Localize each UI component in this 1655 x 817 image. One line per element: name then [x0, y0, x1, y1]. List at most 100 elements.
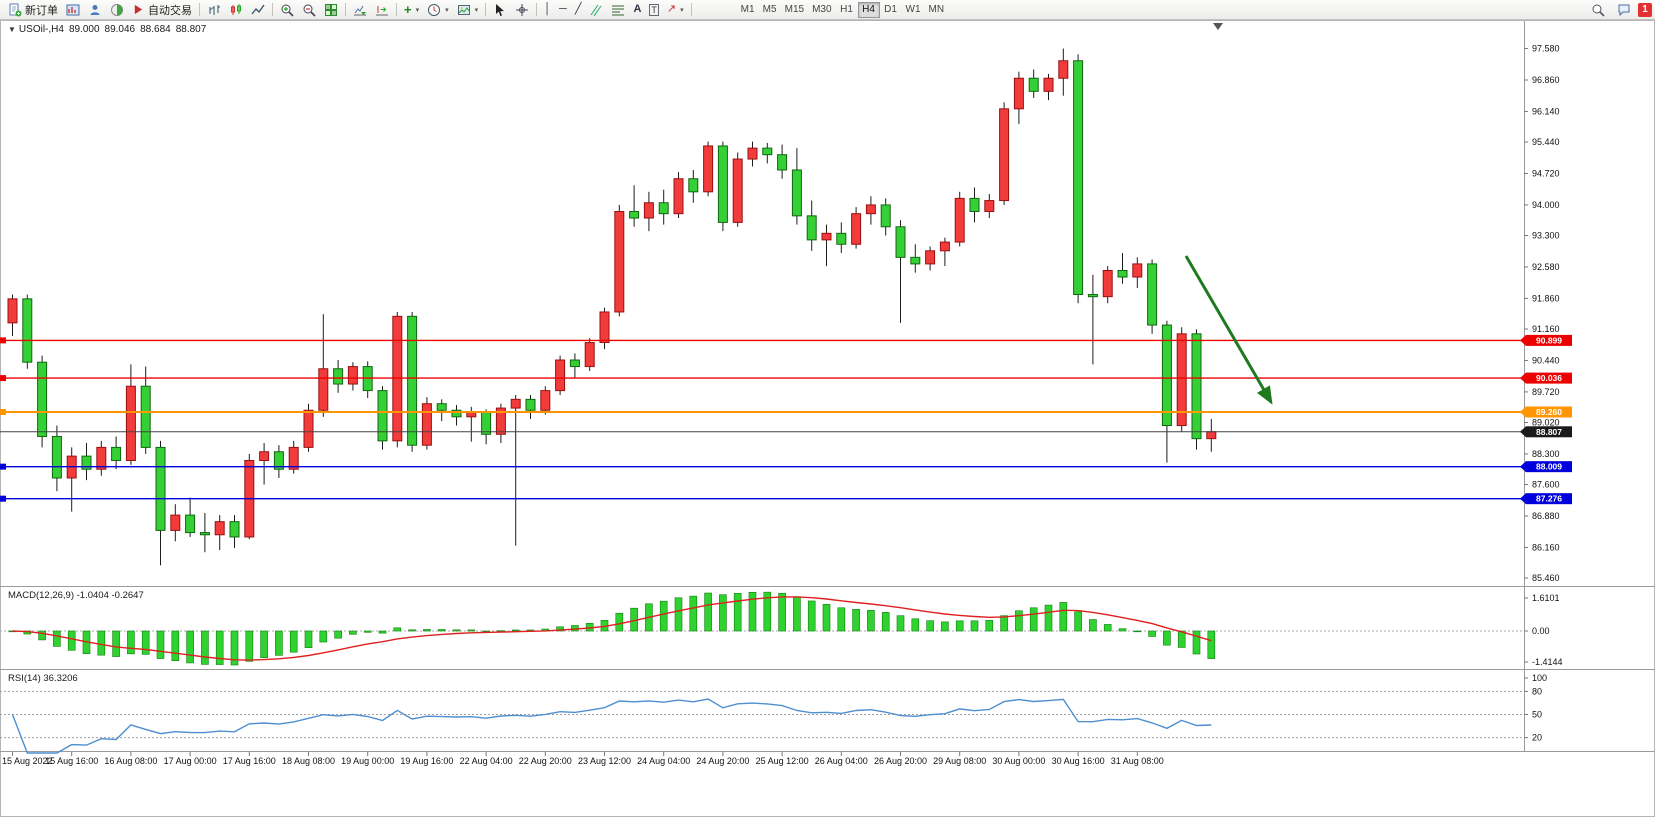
cursor-tool-button[interactable]: [489, 1, 511, 19]
macd-axis-label: -1.4144: [1532, 657, 1563, 667]
community-button[interactable]: [106, 1, 128, 19]
macd-histogram-bar: [452, 629, 461, 632]
macd-histogram-bar: [1163, 630, 1171, 646]
candle: [1176, 333, 1187, 427]
trend-arrow-annotation[interactable]: [1184, 255, 1273, 405]
bar-chart-icon: [209, 4, 220, 15]
tile-windows-button[interactable]: [320, 1, 342, 19]
arrows-tool-button[interactable]: ↗ ▾: [663, 1, 688, 19]
charts-window-button[interactable]: [62, 1, 84, 19]
macd-histogram-bar: [1177, 630, 1186, 648]
candle: [377, 390, 388, 442]
timeframe-button-M1[interactable]: M1: [737, 2, 759, 18]
candle: [732, 158, 743, 223]
collapse-icon[interactable]: ▼: [8, 25, 16, 34]
macd-histogram-bar: [852, 609, 860, 632]
timeframe-button-H1[interactable]: H1: [836, 2, 858, 18]
candle: [96, 446, 107, 470]
macd-histogram-bar: [230, 630, 239, 666]
candle: [584, 342, 595, 368]
timeframe-button-M15[interactable]: M15: [781, 2, 808, 18]
candle: [865, 204, 876, 215]
toolbar-separator: [690, 3, 692, 16]
auto-scroll-button[interactable]: [349, 1, 371, 19]
line-chart-button[interactable]: [247, 1, 269, 19]
candle: [185, 514, 196, 534]
time-axis-label: 29 Aug 08:00: [933, 756, 986, 766]
candle: [7, 298, 18, 324]
zoom-out-button[interactable]: [298, 1, 320, 19]
candle: [806, 215, 817, 241]
channel-tool-button[interactable]: [585, 1, 607, 19]
candle: [1161, 324, 1172, 427]
periods-button[interactable]: ▾: [423, 1, 453, 19]
price-tag: [1526, 493, 1572, 505]
candle: [510, 398, 521, 409]
time-axis-label: 17 Aug 00:00: [164, 756, 217, 766]
crosshair-tool-button[interactable]: [511, 1, 533, 19]
candle: [1191, 333, 1202, 440]
trendline-tool-button[interactable]: ╱: [571, 1, 586, 19]
level-left-marker[interactable]: [0, 409, 6, 416]
chart-shift-button[interactable]: [371, 1, 393, 19]
candle: [999, 108, 1010, 202]
label-tool-button[interactable]: T: [645, 1, 663, 19]
price-axis-label: 94.720: [1532, 168, 1560, 178]
template-image-icon: [457, 4, 470, 15]
candle: [259, 451, 270, 461]
timeframe-button-W1[interactable]: W1: [902, 2, 925, 18]
line-chart-icon: [251, 4, 265, 14]
timeframe-button-H4[interactable]: H4: [857, 1, 880, 18]
vertical-line-tool-button[interactable]: │: [540, 1, 555, 19]
candle: [495, 407, 506, 435]
timeframe-button-M30[interactable]: M30: [808, 2, 835, 18]
level-left-marker[interactable]: [0, 495, 6, 502]
timeframe-button-D1[interactable]: D1: [880, 2, 902, 18]
macd-signal-value: -0.2647: [111, 590, 144, 601]
candle: [229, 521, 240, 538]
timeframe-button-M5[interactable]: M5: [759, 2, 781, 18]
macd-histogram-bar: [763, 591, 772, 632]
bar-chart-button[interactable]: [203, 1, 225, 19]
chat-button[interactable]: [1613, 1, 1635, 19]
templates-button[interactable]: ▾: [453, 1, 483, 19]
candle: [214, 521, 225, 536]
search-button[interactable]: [1587, 1, 1609, 19]
candle: [762, 147, 773, 156]
text-tool-button[interactable]: A: [629, 1, 645, 19]
candle: [673, 178, 684, 215]
horizontal-line-tool-button[interactable]: ─: [555, 1, 571, 19]
macd-histogram-bar: [896, 615, 905, 632]
candle: [1043, 77, 1054, 92]
navigator-button[interactable]: [84, 1, 106, 19]
macd-histogram-bar: [127, 630, 135, 655]
price-axis-label: 94.000: [1532, 200, 1560, 210]
macd-histogram-bar: [970, 620, 979, 632]
horizontal-line-icon: ─: [559, 3, 567, 15]
macd-histogram-bar: [186, 630, 194, 664]
candle: [895, 226, 906, 258]
notification-badge[interactable]: 1: [1638, 3, 1652, 17]
search-icon: [1592, 4, 1605, 17]
time-axis-label: 26 Aug 04:00: [815, 756, 868, 766]
macd-histogram-bar: [674, 597, 683, 632]
level-left-marker[interactable]: [0, 337, 6, 344]
autotrading-button[interactable]: 自动交易: [128, 1, 196, 19]
chart-shift-marker[interactable]: [1213, 23, 1223, 30]
candle: [1058, 60, 1069, 79]
level-left-marker[interactable]: [0, 463, 6, 470]
new-order-button[interactable]: 新订单: [4, 1, 62, 19]
candle: [821, 232, 832, 241]
macd-histogram-bar: [378, 630, 387, 634]
macd-indicator-label: MACD(12,26,9) -1.0404 -0.2647: [8, 590, 144, 601]
candle: [333, 368, 344, 385]
vertical-line-icon: │: [544, 3, 552, 15]
community-icon: [111, 3, 123, 16]
timeframe-button-MN[interactable]: MN: [925, 2, 949, 18]
fibonacci-tool-button[interactable]: [607, 1, 629, 19]
add-indicator-button[interactable]: + ▾: [400, 1, 423, 19]
level-left-marker[interactable]: [0, 375, 6, 382]
candlestick-chart-button[interactable]: [225, 1, 247, 19]
zoom-in-button[interactable]: [276, 1, 298, 19]
